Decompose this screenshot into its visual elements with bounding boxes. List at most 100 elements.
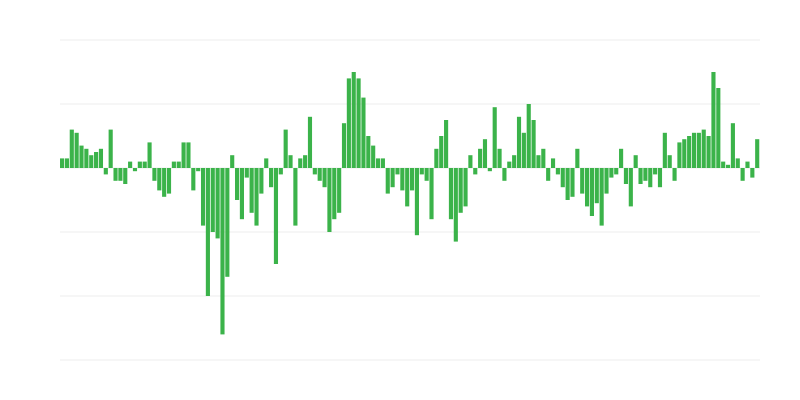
bar <box>487 168 492 172</box>
bar <box>526 104 531 168</box>
bar <box>555 168 560 175</box>
bar <box>337 168 342 213</box>
bar <box>220 168 225 335</box>
bar <box>108 129 113 168</box>
bar <box>356 78 361 168</box>
bar <box>463 168 468 207</box>
bar <box>502 168 507 181</box>
bar <box>628 168 633 207</box>
bar <box>64 158 69 168</box>
bar <box>273 168 279 264</box>
bar <box>516 116 522 168</box>
bar <box>176 161 181 168</box>
bar <box>205 168 210 296</box>
bar <box>259 168 264 194</box>
bar <box>619 148 624 168</box>
bar <box>322 168 327 188</box>
bar <box>594 168 599 204</box>
bar <box>74 132 79 168</box>
bar <box>235 168 240 200</box>
bar <box>755 139 760 168</box>
bar <box>132 168 138 172</box>
bar <box>244 168 249 178</box>
bar <box>395 168 400 175</box>
bar <box>507 161 512 168</box>
bar <box>332 168 337 220</box>
bar <box>215 168 220 239</box>
bar <box>152 168 157 181</box>
bar <box>225 168 230 277</box>
bar <box>682 139 687 168</box>
bar <box>69 129 74 168</box>
bar <box>444 120 449 168</box>
bar <box>410 168 415 191</box>
bar <box>278 168 283 175</box>
bar <box>677 142 682 168</box>
bar <box>405 168 410 207</box>
bar <box>181 142 186 168</box>
bar <box>643 168 648 181</box>
bar <box>512 155 517 168</box>
bar <box>147 142 152 168</box>
bar <box>478 148 483 168</box>
bar <box>711 72 716 168</box>
bar <box>293 168 298 226</box>
bar <box>672 168 677 181</box>
bar <box>312 168 317 175</box>
bar <box>239 168 244 220</box>
bar <box>565 168 570 200</box>
bar <box>366 136 371 168</box>
bar <box>575 148 580 168</box>
bar <box>453 168 458 242</box>
bar <box>162 168 167 197</box>
bar <box>730 123 735 168</box>
bar <box>288 155 293 168</box>
bar <box>98 148 104 168</box>
bar <box>249 168 254 213</box>
bar <box>580 168 585 194</box>
bar <box>361 97 366 168</box>
bar <box>264 158 269 168</box>
bar <box>750 168 755 178</box>
bar <box>123 168 128 184</box>
bar <box>89 155 94 168</box>
bar <box>667 155 672 168</box>
bar <box>589 168 594 216</box>
bar <box>142 161 147 168</box>
bar <box>536 155 541 168</box>
bar <box>691 132 697 168</box>
bar <box>448 168 454 220</box>
bar <box>492 107 497 168</box>
bar <box>570 168 575 197</box>
bar <box>429 168 434 220</box>
bar <box>230 155 235 168</box>
bar <box>497 148 502 168</box>
bar <box>546 168 551 181</box>
bar <box>317 168 322 181</box>
bar <box>633 155 638 168</box>
bar <box>307 116 313 168</box>
bar <box>327 168 332 232</box>
bar <box>701 129 706 168</box>
bar <box>400 168 405 191</box>
bar <box>657 168 663 188</box>
bar <box>186 142 191 168</box>
bar <box>414 168 419 236</box>
bar <box>585 168 590 207</box>
bar <box>609 168 614 178</box>
bar <box>166 168 172 194</box>
bar <box>439 136 444 168</box>
bar <box>706 136 711 168</box>
bar <box>716 88 721 168</box>
bar <box>623 168 629 184</box>
bar <box>171 161 176 168</box>
bar <box>375 158 381 168</box>
bar <box>604 168 609 194</box>
bar <box>79 145 84 168</box>
bar <box>371 145 376 168</box>
bar <box>614 168 619 175</box>
bar <box>269 168 274 188</box>
bar <box>648 168 653 188</box>
bar <box>740 168 745 181</box>
